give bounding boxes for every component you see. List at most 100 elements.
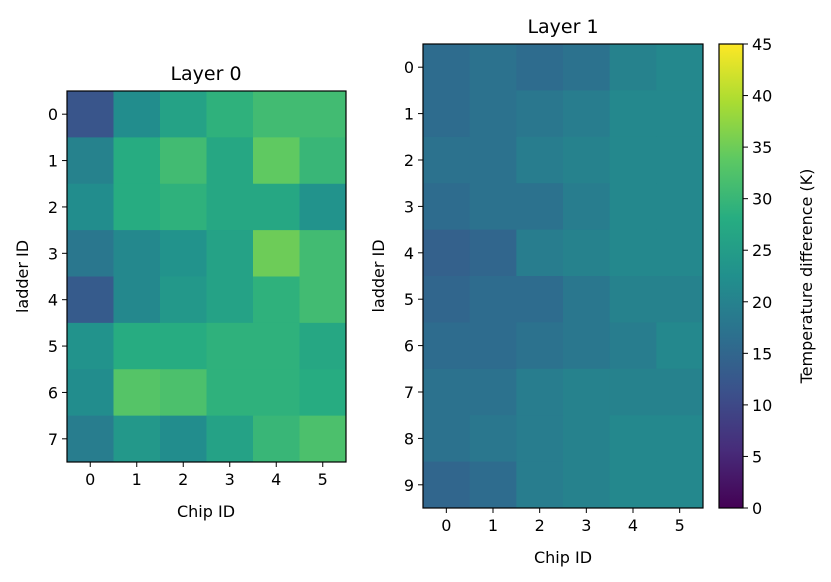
heatmap-cell <box>67 322 114 370</box>
heatmap-cell <box>609 368 657 416</box>
heatmap-cell <box>656 322 704 370</box>
x-tick-label: 1 <box>132 470 142 489</box>
heatmap-cell <box>656 229 704 277</box>
x-tick-label: 4 <box>271 470 281 489</box>
y-tick-label: 9 <box>404 476 414 495</box>
heatmap-cell <box>253 137 300 185</box>
x-tick-label: 0 <box>85 470 95 489</box>
heatmap-cell <box>423 229 471 277</box>
heatmap-cell <box>113 183 161 231</box>
x-axis-ticks: 0 1 2 3 4 5 <box>441 508 685 535</box>
heatmap-cell <box>423 136 471 184</box>
heatmap-cells <box>67 91 347 463</box>
heatmap-cell <box>656 368 704 416</box>
heatmap-cell <box>253 276 300 324</box>
heatmap-layer-1: Layer 1 0 1 2 3 4 5 0 1 2 3 4 5 6 7 8 9 Chip ID ladder… <box>369 16 704 567</box>
y-tick-label: 1 <box>404 105 414 124</box>
heatmap-cell <box>563 322 611 370</box>
heatmap-cell <box>656 415 704 463</box>
heatmap-cell <box>516 90 564 138</box>
heatmap-cell <box>609 90 657 138</box>
heatmap-cell <box>563 368 611 416</box>
heatmap-cell <box>113 91 161 138</box>
y-tick-label: 5 <box>48 337 58 356</box>
heatmap-cell <box>206 322 254 370</box>
colorbar-tick-label: 30 <box>752 190 772 209</box>
colorbar-tick-label: 45 <box>752 35 772 54</box>
heatmap-cell <box>113 276 161 324</box>
heatmap-cell <box>113 322 161 370</box>
x-tick-label: 1 <box>488 516 498 535</box>
y-tick-label: 8 <box>404 429 414 448</box>
y-tick-label: 6 <box>404 337 414 356</box>
heatmap-cell <box>609 415 657 463</box>
heatmap-cell <box>469 322 517 370</box>
heatmap-cell <box>299 415 347 463</box>
heatmap-cell <box>253 369 300 417</box>
heatmap-cell <box>469 276 517 323</box>
colorbar-tick-label: 20 <box>752 293 772 312</box>
heatmap-cell <box>609 276 657 323</box>
heatmap-cell <box>206 415 254 463</box>
heatmap-cell <box>67 369 114 417</box>
colorbar-frame <box>718 43 744 509</box>
heatmap-cell <box>299 276 347 324</box>
heatmap-cell <box>516 183 564 231</box>
heatmap-cell <box>299 230 347 277</box>
x-tick-label: 2 <box>535 516 545 535</box>
colorbar: 0 5 10 15 20 25 30 35 40 45 Temperature differenc… <box>718 35 816 518</box>
heatmap-cell <box>206 183 254 231</box>
heatmap-cell <box>516 461 564 509</box>
heatmap-cell <box>299 183 347 231</box>
heatmap-cell <box>160 369 207 417</box>
heatmap-cell <box>469 415 517 463</box>
heatmap-cell <box>516 136 564 184</box>
heatmap-cell <box>516 322 564 370</box>
heatmap-cell <box>609 44 657 91</box>
heatmap-title: Layer 0 <box>170 63 241 85</box>
heatmap-cell <box>469 136 517 184</box>
colorbar-label: Temperature difference (K) <box>797 169 816 385</box>
heatmap-cell <box>656 44 704 91</box>
heatmap-cell <box>160 276 207 324</box>
x-tick-label: 0 <box>441 516 451 535</box>
heatmap-cell <box>423 90 471 138</box>
heatmap-cell <box>563 44 611 91</box>
heatmap-cell <box>423 276 471 323</box>
heatmap-cell <box>516 44 564 91</box>
heatmap-cell <box>423 183 471 231</box>
y-tick-label: 1 <box>48 152 58 171</box>
heatmap-cell <box>299 137 347 185</box>
y-axis-ticks: 0 1 2 3 4 5 6 7 <box>48 105 67 449</box>
heatmap-cell <box>113 137 161 185</box>
plot-frame <box>66 90 347 463</box>
heatmap-cell <box>609 229 657 277</box>
x-tick-label: 3 <box>225 470 235 489</box>
heatmap-cell <box>516 229 564 277</box>
y-tick-label: 3 <box>404 197 414 216</box>
heatmap-cell <box>160 91 207 138</box>
heatmap-cell <box>206 91 254 138</box>
heatmap-cell <box>253 415 300 463</box>
heatmap-cell <box>253 91 300 138</box>
heatmap-cell <box>160 415 207 463</box>
heatmap-cell <box>469 368 517 416</box>
heatmap-cell <box>656 276 704 323</box>
heatmap-cell <box>206 369 254 417</box>
heatmap-cell <box>609 183 657 231</box>
heatmap-cell <box>253 230 300 277</box>
colorbar-tick-label: 15 <box>752 344 772 363</box>
heatmap-cell <box>609 322 657 370</box>
y-tick-label: 4 <box>48 291 58 310</box>
heatmap-cell <box>469 183 517 231</box>
heatmap-cell <box>563 276 611 323</box>
heatmap-cell <box>113 369 161 417</box>
colorbar-tick-label: 25 <box>752 241 772 260</box>
heatmap-cell <box>253 183 300 231</box>
heatmap-cell <box>563 183 611 231</box>
heatmap-cell <box>563 461 611 509</box>
heatmap-cell <box>469 44 517 91</box>
colorbar-tick-label: 35 <box>752 138 772 157</box>
heatmap-cell <box>113 230 161 277</box>
